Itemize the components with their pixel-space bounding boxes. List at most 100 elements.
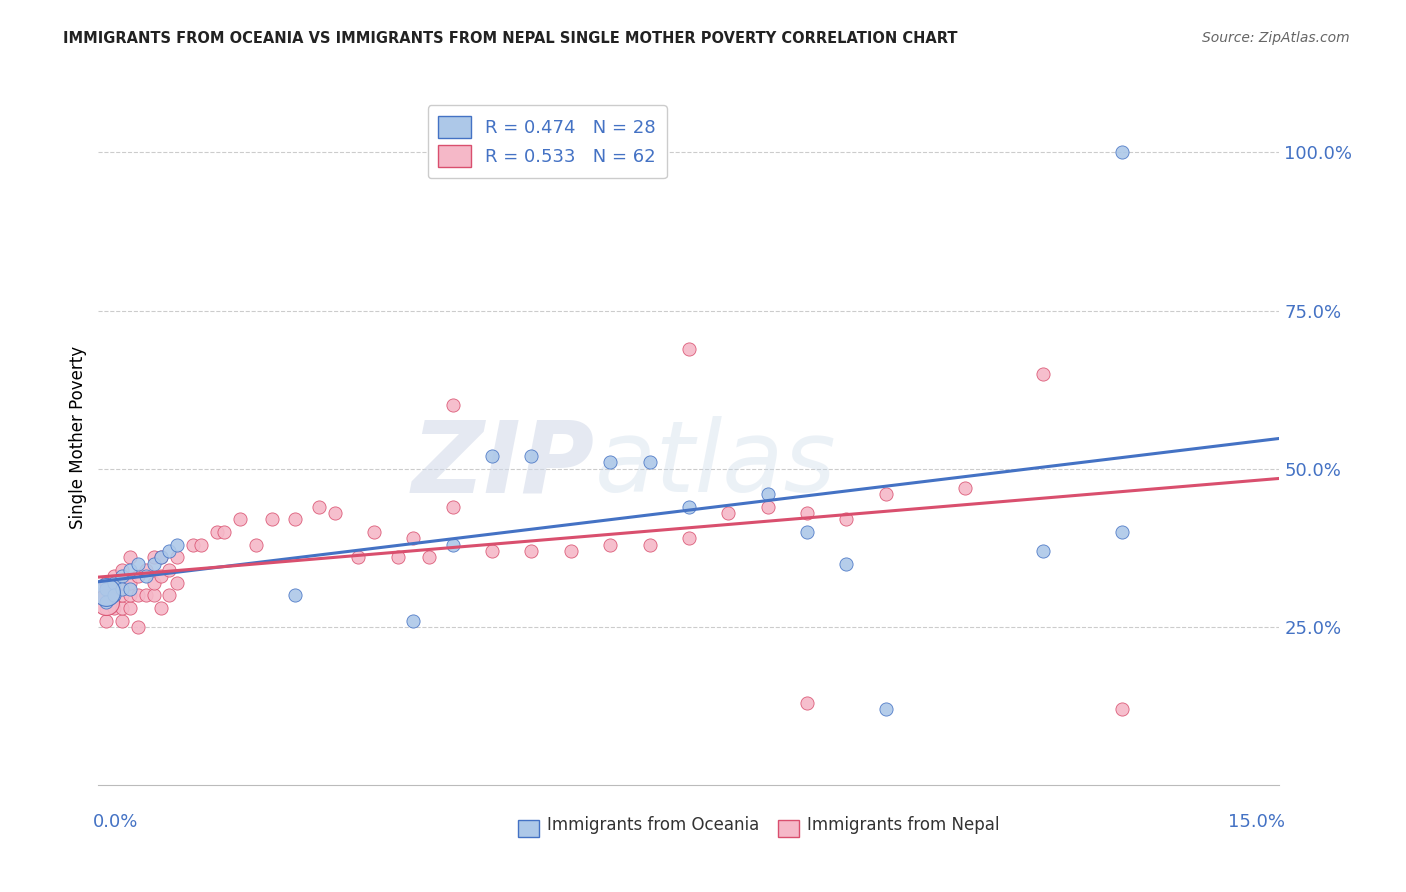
Text: ZIP: ZIP	[412, 417, 595, 514]
Point	[166, 575, 188, 590]
Point	[796, 696, 818, 710]
Point	[181, 538, 204, 552]
Point	[441, 500, 464, 514]
Point	[96, 588, 118, 602]
Point	[953, 481, 976, 495]
Point	[229, 512, 252, 526]
Point	[96, 614, 118, 628]
Point	[402, 531, 425, 545]
Y-axis label: Single Mother Poverty: Single Mother Poverty	[69, 345, 87, 529]
Point	[142, 575, 165, 590]
Point	[111, 575, 134, 590]
Point	[111, 600, 134, 615]
Point	[166, 538, 188, 552]
Point	[835, 512, 858, 526]
Point	[678, 531, 700, 545]
Point	[560, 544, 582, 558]
Point	[103, 569, 125, 583]
Point	[118, 563, 141, 577]
Point	[284, 588, 307, 602]
Point	[150, 550, 173, 565]
FancyBboxPatch shape	[517, 820, 538, 837]
Point	[796, 506, 818, 520]
Point	[190, 538, 212, 552]
Point	[756, 500, 779, 514]
Point	[142, 557, 165, 571]
Text: Immigrants from Nepal: Immigrants from Nepal	[807, 816, 1000, 834]
Point	[481, 449, 503, 463]
Point	[127, 620, 149, 634]
Point	[418, 550, 440, 565]
Point	[441, 399, 464, 413]
Point	[323, 506, 346, 520]
Point	[1032, 544, 1054, 558]
Point	[214, 524, 236, 539]
Point	[111, 614, 134, 628]
Point	[245, 538, 267, 552]
Point	[599, 455, 621, 469]
Text: 0.0%: 0.0%	[93, 813, 138, 830]
Point	[150, 600, 173, 615]
Point	[96, 575, 118, 590]
Point	[118, 582, 141, 596]
Point	[520, 544, 543, 558]
Point	[111, 588, 134, 602]
Text: Immigrants from Oceania: Immigrants from Oceania	[547, 816, 759, 834]
Point	[118, 550, 141, 565]
Point	[678, 500, 700, 514]
Point	[638, 538, 661, 552]
Point	[875, 702, 897, 716]
Point	[166, 550, 188, 565]
Point	[118, 600, 141, 615]
Legend: R = 0.474   N = 28, R = 0.533   N = 62: R = 0.474 N = 28, R = 0.533 N = 62	[427, 105, 666, 178]
Point	[157, 563, 180, 577]
Point	[103, 600, 125, 615]
Point	[387, 550, 409, 565]
Point	[142, 588, 165, 602]
Point	[638, 455, 661, 469]
Point	[111, 582, 134, 596]
Point	[135, 569, 157, 583]
Point	[1032, 367, 1054, 381]
Point	[599, 538, 621, 552]
Point	[96, 582, 118, 596]
Point	[1111, 145, 1133, 160]
Point	[441, 538, 464, 552]
Point	[875, 487, 897, 501]
Point	[96, 600, 118, 615]
Point	[1111, 702, 1133, 716]
Point	[96, 594, 118, 608]
Point	[796, 524, 818, 539]
Point	[678, 342, 700, 356]
Text: atlas: atlas	[595, 417, 837, 514]
Point	[111, 569, 134, 583]
FancyBboxPatch shape	[778, 820, 799, 837]
Text: Source: ZipAtlas.com: Source: ZipAtlas.com	[1202, 31, 1350, 45]
Point	[481, 544, 503, 558]
Point	[96, 585, 118, 599]
Point	[260, 512, 283, 526]
Text: IMMIGRANTS FROM OCEANIA VS IMMIGRANTS FROM NEPAL SINGLE MOTHER POVERTY CORRELATI: IMMIGRANTS FROM OCEANIA VS IMMIGRANTS FR…	[63, 31, 957, 46]
Point	[717, 506, 740, 520]
Point	[118, 588, 141, 602]
Point	[1111, 524, 1133, 539]
Point	[118, 575, 141, 590]
Text: 15.0%: 15.0%	[1229, 813, 1285, 830]
Point	[111, 563, 134, 577]
Point	[96, 594, 118, 608]
Point	[103, 575, 125, 590]
Point	[135, 563, 157, 577]
Point	[363, 524, 385, 539]
Point	[402, 614, 425, 628]
Point	[157, 588, 180, 602]
Point	[835, 557, 858, 571]
Point	[103, 588, 125, 602]
Point	[157, 544, 180, 558]
Point	[127, 557, 149, 571]
Point	[135, 588, 157, 602]
Point	[127, 588, 149, 602]
Point	[127, 569, 149, 583]
Point	[103, 575, 125, 590]
Point	[103, 588, 125, 602]
Point	[205, 524, 228, 539]
